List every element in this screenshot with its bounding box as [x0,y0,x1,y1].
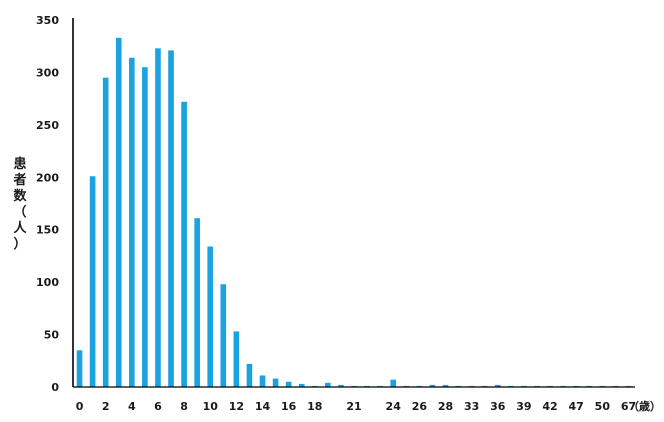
bar-age-12 [233,331,240,387]
bar-age-19 [325,382,331,387]
bar-age-5 [142,67,148,387]
x-tick-label-26: 26 [412,400,428,413]
bar-age-24 [390,379,397,387]
x-axis-ticks: 0 2 4 6 8 10 12 14 16 18 21 24 26 28 33 36 39 42 47 50 67 [76,400,636,413]
bar-age-17 [298,383,305,387]
bar-age-7 [168,50,174,387]
x-tick-label-39: 39 [516,400,531,413]
y-tick-label-150: 150 [36,224,59,237]
x-tick-label-4: 4 [128,400,136,413]
x-tick-label-10: 10 [203,400,219,413]
x-tick-label-16: 16 [281,400,297,413]
x-tick-label-12: 12 [229,400,244,413]
x-tick-label-0: 0 [76,400,84,413]
bar-age-11 [220,284,227,387]
bar-age-16 [285,381,292,387]
bar-age-4 [129,57,135,387]
x-tick-label-42: 42 [542,400,557,413]
bars [76,37,632,388]
x-tick-label-2: 2 [102,400,110,413]
y-tick-label-250: 250 [36,119,59,132]
y-tick-label-100: 100 [36,276,59,289]
bar-age-13 [246,363,253,387]
bar-age-14 [259,375,266,387]
y-tick-label-50: 50 [44,329,60,342]
x-tick-label-36: 36 [490,400,506,413]
bar-age-1 [89,176,96,387]
y-tick-label-200: 200 [36,171,59,184]
x-tick-label-18: 18 [307,400,322,413]
y-axis-label: 患者数（人） [12,156,27,252]
bar-age-0 [76,350,83,387]
y-axis-ticks: 0 50 100 150 200 250 300 350 [36,14,59,394]
bar-age-20 [338,384,344,387]
x-tick-label-28: 28 [438,400,453,413]
bar-age-28 [442,384,449,387]
x-tick-label-14: 14 [255,400,271,413]
bar-age-8 [181,101,187,387]
x-axis-unit-label: （歳） [628,399,661,413]
x-tick-label-21: 21 [346,400,361,413]
bar-age-2 [102,77,109,388]
x-tick-label-8: 8 [180,400,188,413]
bar-age-9 [194,218,200,387]
x-tick-label-47: 47 [569,400,584,413]
bar-age-3 [115,37,122,387]
bar-age-36 [494,384,501,387]
x-tick-label-24: 24 [386,400,402,413]
x-tick-label-50: 50 [595,400,611,413]
x-tick-label-67: 67 [621,400,636,413]
x-tick-label-33: 33 [464,400,479,413]
bar-age-10 [207,246,214,387]
bar-age-6 [155,48,161,388]
bar-age-27 [429,384,436,387]
x-tick-label-6: 6 [154,400,162,413]
y-tick-label-300: 300 [36,66,59,79]
bar-age-15 [272,378,279,387]
y-tick-label-350: 350 [36,14,59,27]
y-tick-label-0: 0 [51,381,59,394]
